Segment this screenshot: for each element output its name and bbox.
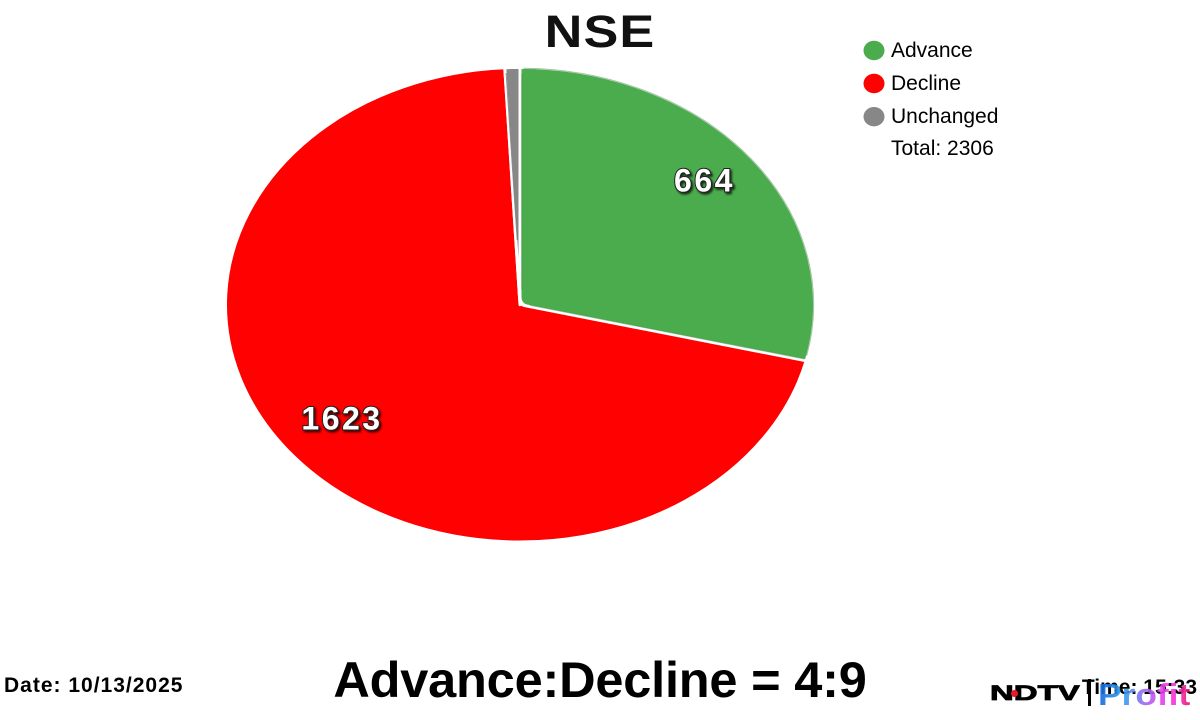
svg-text:1623: 1623 bbox=[301, 401, 382, 437]
svg-text:664: 664 bbox=[674, 162, 735, 198]
